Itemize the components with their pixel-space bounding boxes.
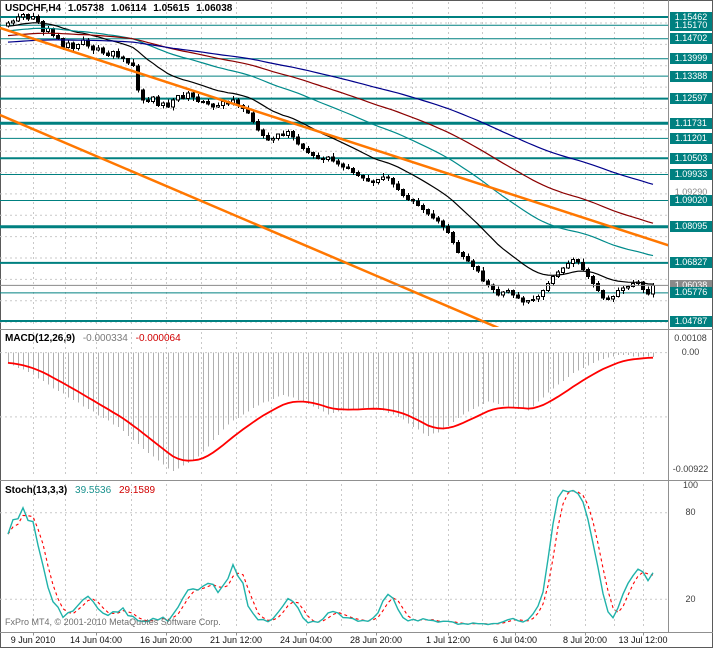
support-resistance-levels: [0, 16, 668, 322]
ma-line-144: [7, 39, 654, 185]
ma-line-55: [7, 27, 654, 257]
candlestick-series: [6, 12, 655, 306]
ma-line-89: [7, 32, 654, 224]
macd-histogram: [8, 352, 654, 471]
time-scale-area[interactable]: [0, 633, 713, 648]
macd-signal-line: [7, 356, 654, 462]
stoch-k-line: [7, 489, 654, 626]
trend-channel: [0, 26, 668, 327]
stoch-d-line: [7, 490, 654, 625]
grid-lines: [0, 2, 668, 628]
price-scale-area[interactable]: [669, 0, 713, 632]
